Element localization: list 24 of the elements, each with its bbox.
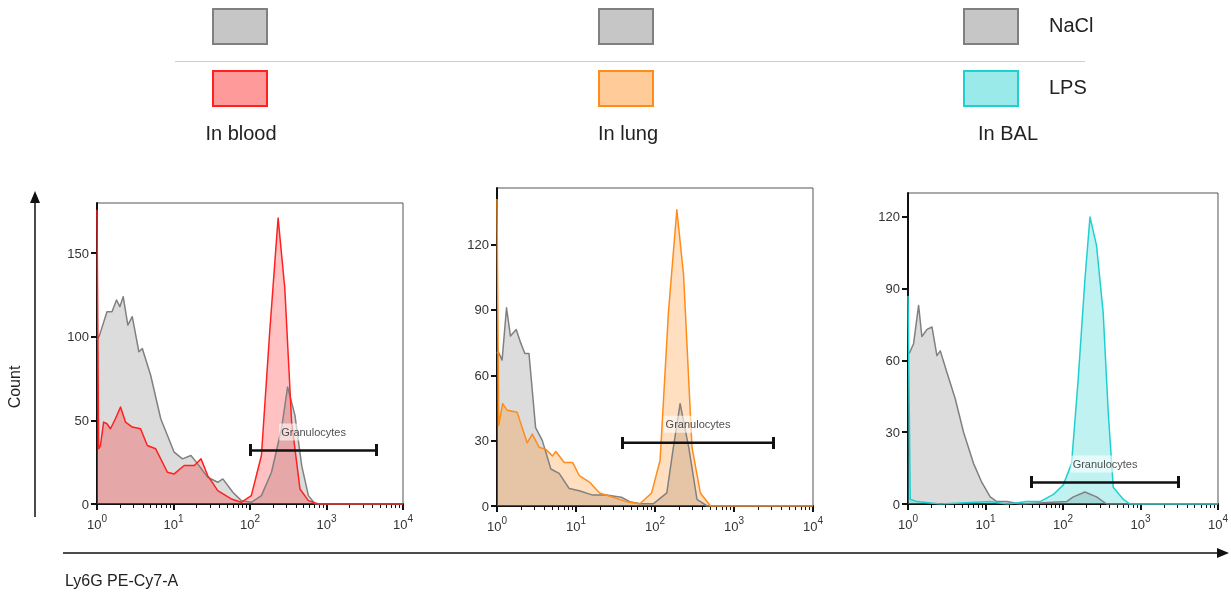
y-tick-label: 120 bbox=[467, 237, 489, 253]
y-tick-label: 90 bbox=[474, 302, 489, 318]
y-axis-title: Count bbox=[6, 364, 24, 411]
y-tick-label: 90 bbox=[885, 281, 900, 297]
chart-title: In blood bbox=[204, 122, 278, 145]
y-tick-label: 0 bbox=[81, 496, 89, 512]
x-axis-title: Ly6G PE-Cy7-A bbox=[65, 572, 179, 590]
y-tick-label: 60 bbox=[885, 352, 900, 368]
y-tick-label: 150 bbox=[67, 245, 89, 261]
y-tick-label: 100 bbox=[67, 329, 89, 345]
annotation: Granulocytes bbox=[281, 425, 347, 438]
y-tick-label: 0 bbox=[892, 496, 900, 512]
y-tick-label: 30 bbox=[885, 424, 900, 440]
legend-label: NaCl bbox=[1049, 14, 1094, 37]
y-tick-label: 120 bbox=[878, 209, 900, 225]
y-tick-label: 0 bbox=[481, 498, 489, 514]
chart-title: In BAL bbox=[976, 122, 1039, 145]
y-tick-label: 60 bbox=[474, 367, 489, 383]
annotation: Granulocytes bbox=[1072, 457, 1138, 470]
legend-label: LPS bbox=[1049, 76, 1087, 99]
chart-title: In lung bbox=[596, 122, 660, 145]
y-tick-label: 50 bbox=[74, 412, 89, 428]
annotation: Granulocytes bbox=[665, 418, 731, 431]
y-tick-label: 30 bbox=[474, 433, 489, 449]
